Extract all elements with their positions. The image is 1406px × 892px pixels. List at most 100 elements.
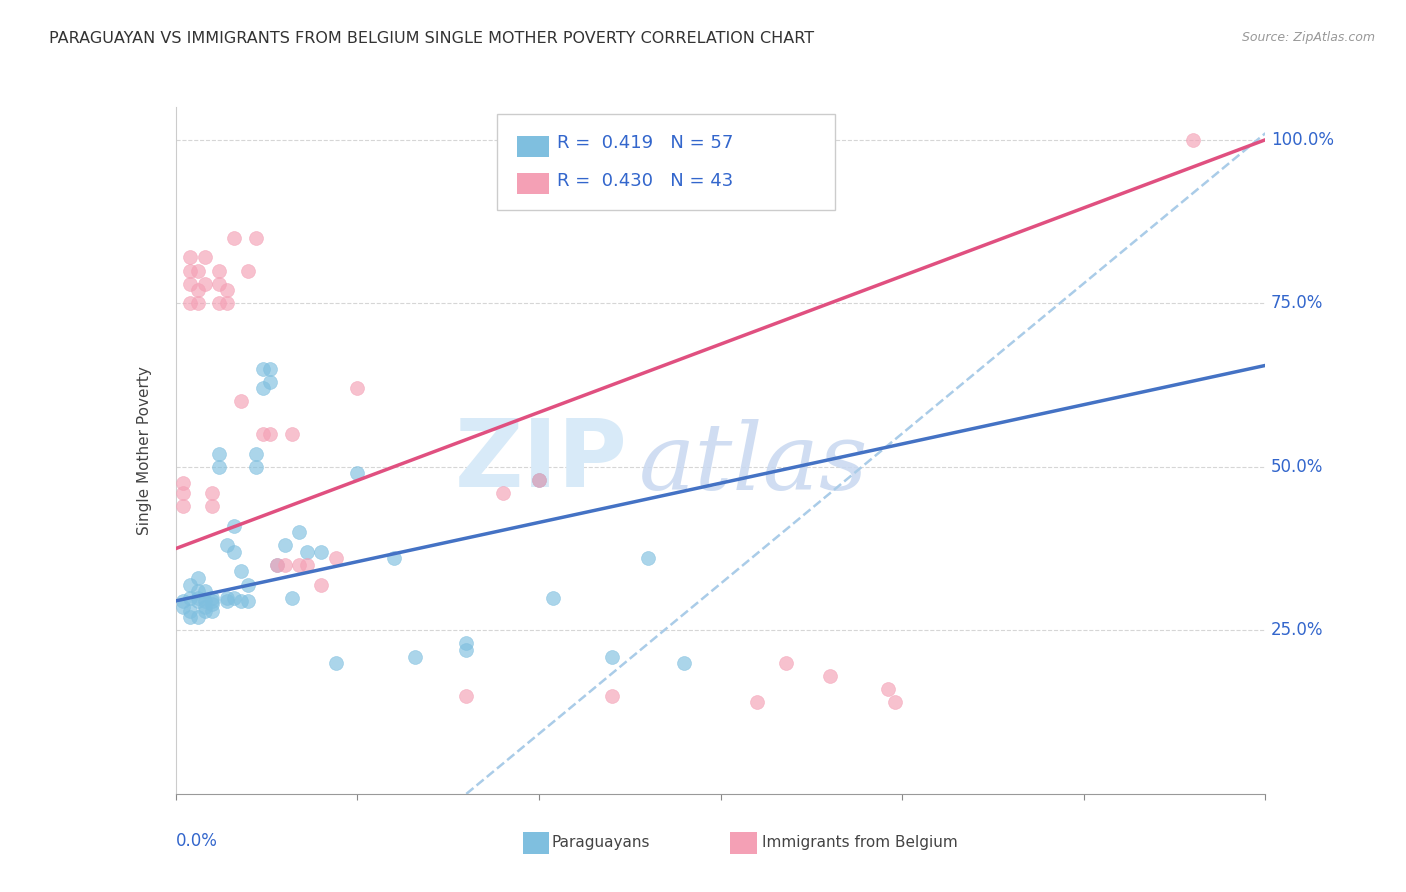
Point — [252, 361, 274, 376]
Text: 50.0%: 50.0% — [1271, 458, 1323, 475]
Point — [266, 558, 288, 572]
Text: ZIP: ZIP — [456, 415, 628, 507]
FancyBboxPatch shape — [498, 114, 835, 211]
Point — [527, 473, 550, 487]
Point — [186, 584, 209, 599]
Point — [543, 591, 565, 605]
Point — [231, 565, 253, 579]
Point — [456, 643, 478, 657]
Text: 25.0%: 25.0% — [1271, 622, 1323, 640]
Point — [231, 594, 253, 608]
Point — [600, 649, 623, 664]
Point — [194, 594, 217, 608]
Point — [259, 427, 281, 442]
Point — [325, 551, 347, 566]
Point — [186, 571, 209, 585]
Point — [405, 649, 427, 664]
Point — [222, 591, 245, 605]
Point — [179, 277, 201, 291]
Text: 75.0%: 75.0% — [1271, 294, 1323, 312]
Text: PARAGUAYAN VS IMMIGRANTS FROM BELGIUM SINGLE MOTHER POVERTY CORRELATION CHART: PARAGUAYAN VS IMMIGRANTS FROM BELGIUM SI… — [49, 31, 814, 46]
FancyBboxPatch shape — [517, 173, 550, 194]
Point — [775, 656, 797, 670]
Point — [266, 558, 288, 572]
Point — [456, 636, 478, 650]
Point — [201, 486, 224, 500]
Point — [201, 597, 224, 611]
Point — [186, 296, 209, 310]
Point — [186, 283, 209, 297]
Point — [346, 381, 368, 395]
FancyBboxPatch shape — [730, 831, 756, 854]
Point — [186, 263, 209, 277]
Point — [818, 669, 841, 683]
Point — [222, 545, 245, 559]
FancyBboxPatch shape — [523, 831, 550, 854]
Point — [208, 459, 231, 474]
Point — [281, 591, 304, 605]
Point — [325, 656, 347, 670]
Point — [215, 594, 238, 608]
Text: R =  0.430   N = 43: R = 0.430 N = 43 — [557, 171, 734, 189]
Point — [295, 558, 318, 572]
Point — [274, 538, 297, 552]
Point — [179, 251, 201, 265]
Point — [172, 600, 194, 615]
Point — [186, 594, 209, 608]
Point — [201, 604, 224, 618]
Point — [208, 277, 231, 291]
Point — [252, 381, 274, 395]
Point — [201, 499, 224, 513]
Point — [179, 263, 201, 277]
Text: atlas: atlas — [638, 419, 869, 509]
Point — [208, 447, 231, 461]
Point — [281, 427, 304, 442]
Point — [179, 610, 201, 624]
Point — [288, 558, 311, 572]
Point — [215, 283, 238, 297]
Text: Immigrants from Belgium: Immigrants from Belgium — [762, 835, 957, 850]
Point — [222, 231, 245, 245]
Point — [238, 263, 260, 277]
Point — [215, 591, 238, 605]
Point — [194, 277, 217, 291]
Point — [222, 518, 245, 533]
Point — [259, 361, 281, 376]
Point — [194, 584, 217, 599]
Point — [245, 231, 267, 245]
Point — [238, 577, 260, 591]
Point — [201, 591, 224, 605]
Point — [238, 594, 260, 608]
Point — [673, 656, 696, 670]
Point — [208, 296, 231, 310]
Text: R =  0.419   N = 57: R = 0.419 N = 57 — [557, 135, 734, 153]
Point — [1181, 133, 1204, 147]
Point — [309, 545, 332, 559]
Point — [179, 296, 201, 310]
Point — [492, 486, 515, 500]
Point — [179, 604, 201, 618]
Y-axis label: Single Mother Poverty: Single Mother Poverty — [138, 366, 152, 535]
Point — [600, 689, 623, 703]
Point — [194, 604, 217, 618]
Point — [527, 473, 550, 487]
Point — [245, 447, 267, 461]
Point — [172, 499, 194, 513]
Point — [288, 525, 311, 540]
Point — [172, 476, 194, 491]
Point — [245, 459, 267, 474]
FancyBboxPatch shape — [517, 136, 550, 157]
Point — [456, 689, 478, 703]
Point — [295, 545, 318, 559]
Point — [179, 591, 201, 605]
Point — [382, 551, 405, 566]
Point — [637, 551, 659, 566]
Text: 100.0%: 100.0% — [1271, 131, 1334, 149]
Point — [179, 577, 201, 591]
Text: Source: ZipAtlas.com: Source: ZipAtlas.com — [1241, 31, 1375, 45]
Point — [215, 538, 238, 552]
Text: Paraguayans: Paraguayans — [551, 835, 650, 850]
Point — [745, 695, 768, 709]
Point — [231, 394, 253, 409]
Text: 0.0%: 0.0% — [176, 831, 218, 850]
